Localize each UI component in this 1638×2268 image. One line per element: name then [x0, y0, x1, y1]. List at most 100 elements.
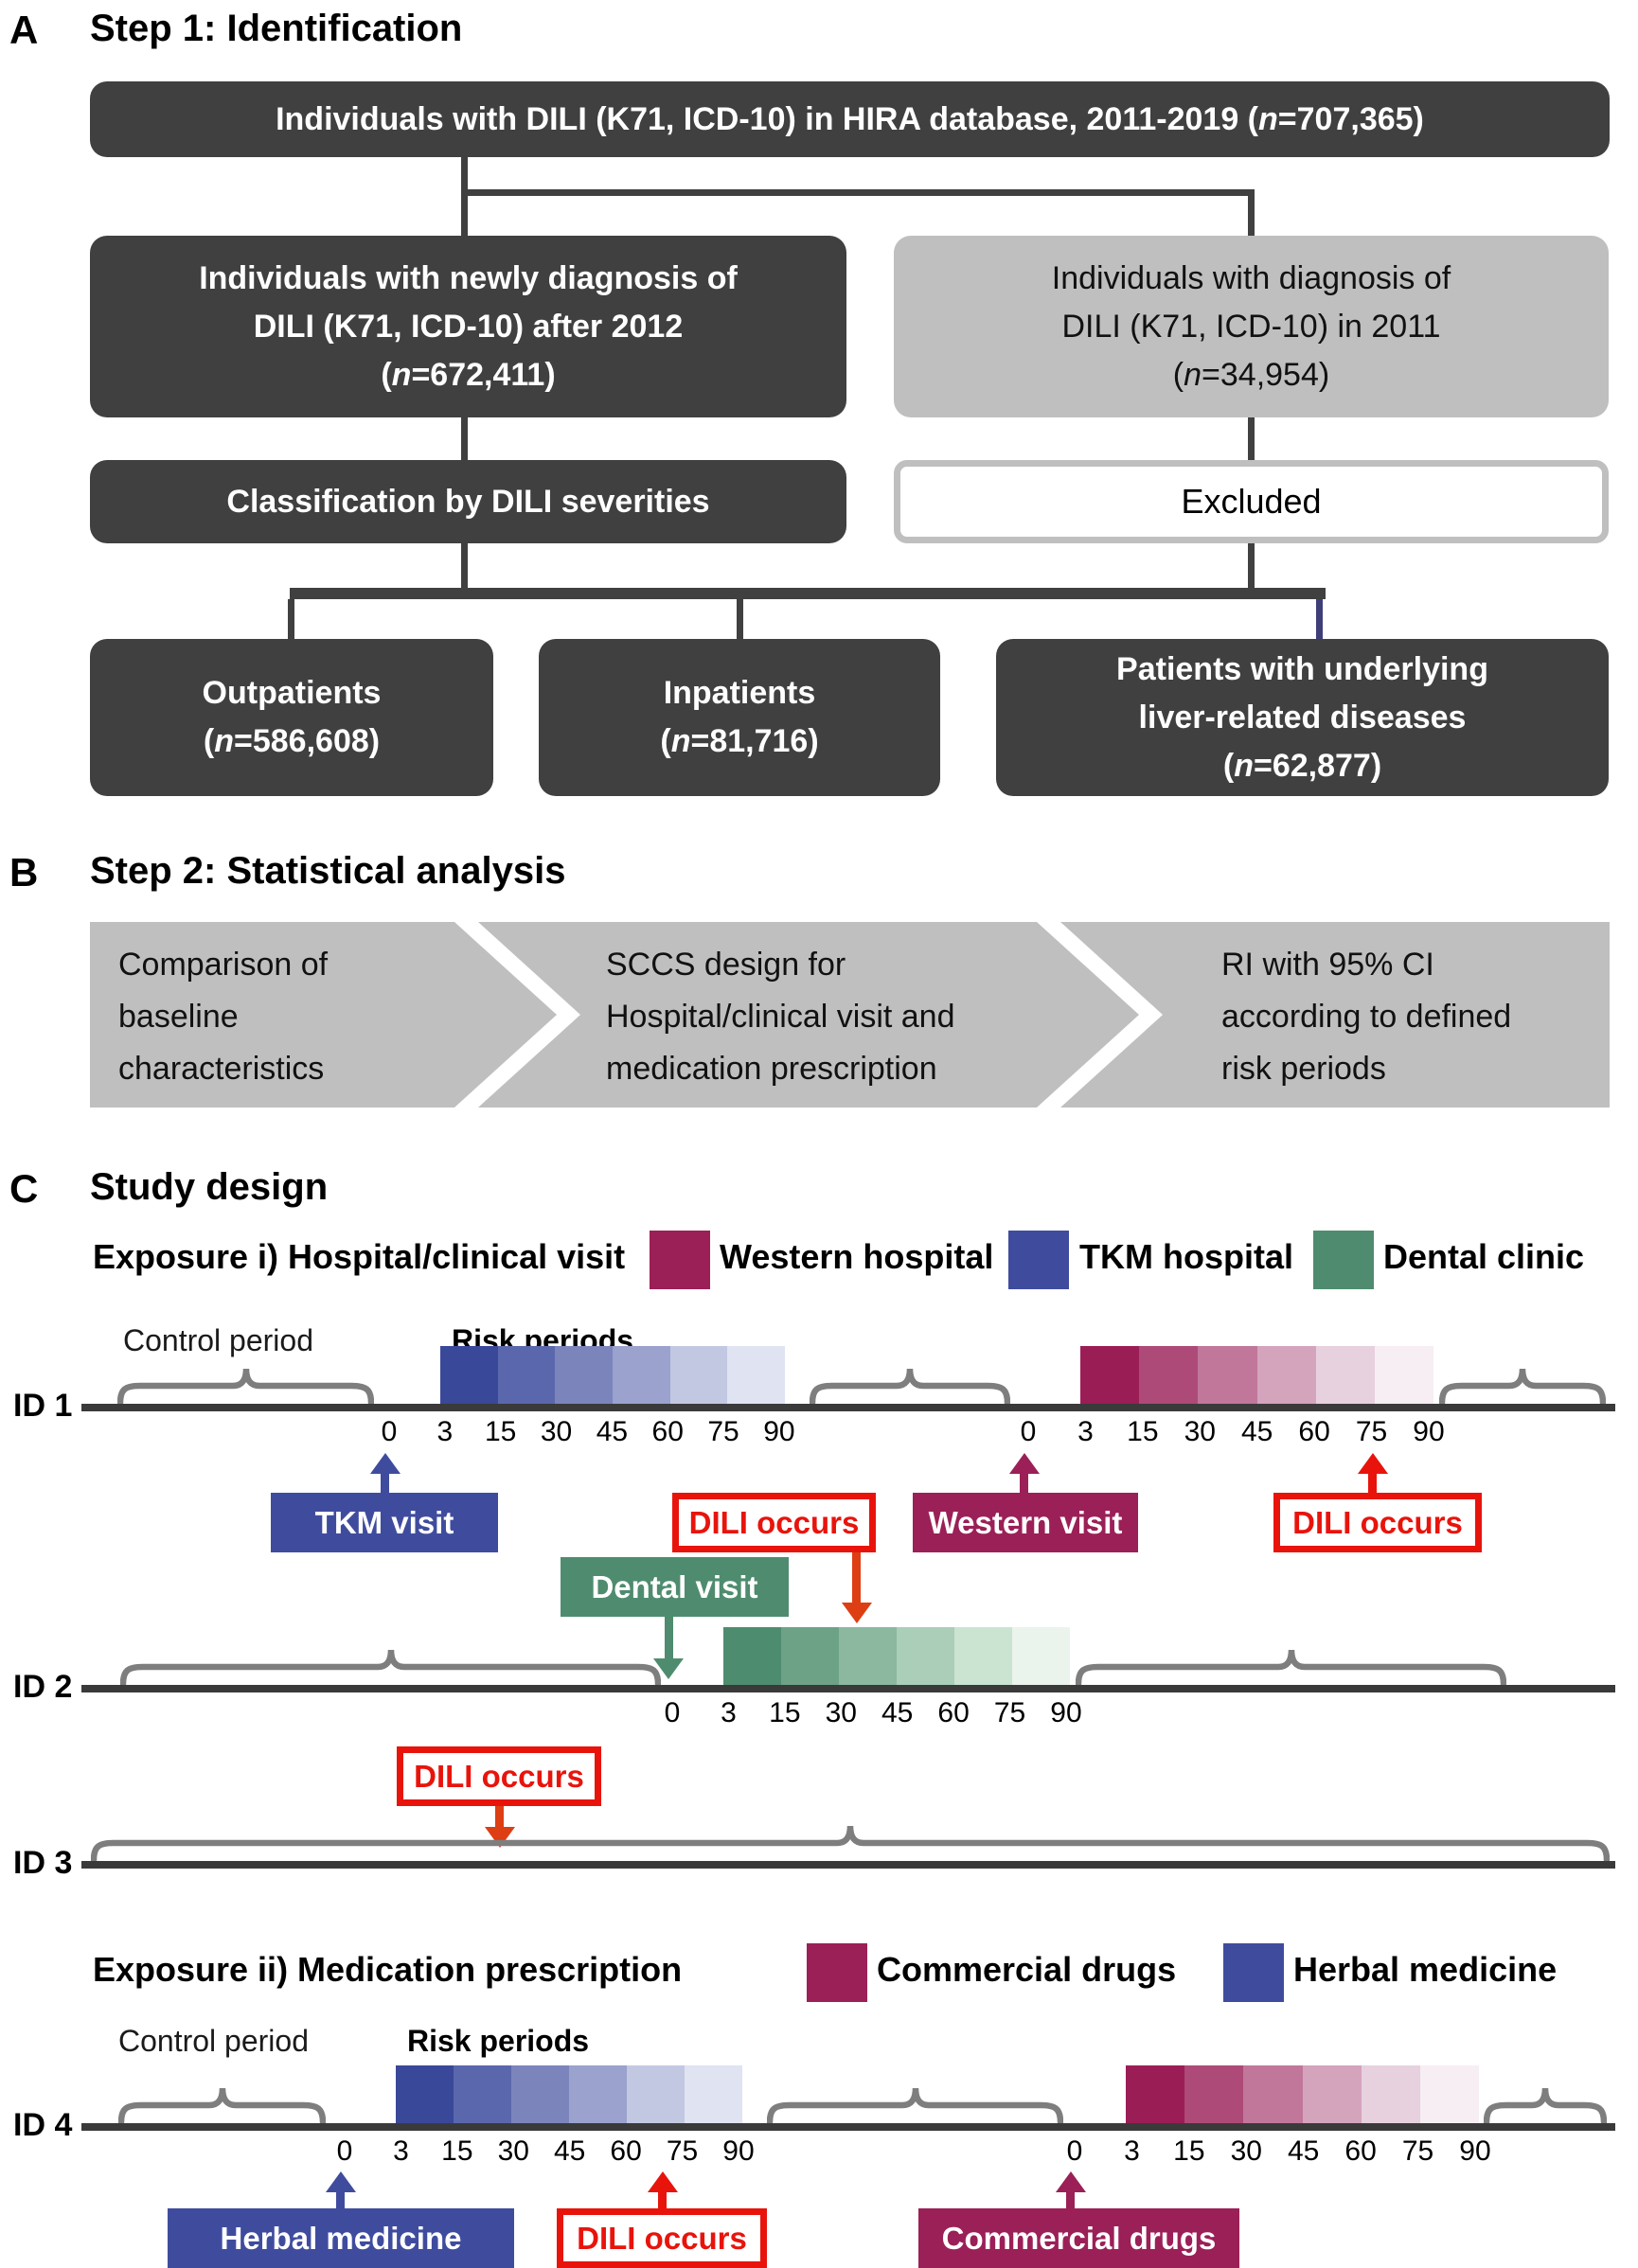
dental-visit-arrow-stem: [665, 1617, 673, 1658]
risk-segment: [1184, 2065, 1244, 2123]
tkm-visit-box: TKM visit: [271, 1493, 498, 1552]
legend-label-commercial: Commercial drugs: [877, 1950, 1177, 1989]
legend-swatch-commercial: [807, 1943, 867, 2002]
risk-segment: [396, 2065, 454, 2123]
tick-label: 30: [1230, 2135, 1262, 2167]
dili-down-arrow-stem: [852, 1552, 861, 1603]
tick-label: 45: [596, 1416, 629, 1447]
tick-label: 90: [722, 2135, 755, 2167]
panel-b-title: Step 2: Statistical analysis: [90, 850, 566, 892]
chevron-text-line: according to defined: [1221, 999, 1512, 1036]
control-period-brace: [810, 1368, 1010, 1406]
id3-label: ID 3: [13, 1845, 73, 1881]
newly-diagnosis-line: (n=672,411): [381, 356, 556, 393]
legend-swatch-herbal: [1223, 1943, 1284, 2002]
commercial-arrow-stem: [1066, 2189, 1075, 2209]
risk-segment: [723, 1627, 781, 1685]
tick-label: 3: [1077, 1416, 1094, 1447]
exposure-i-label: Exposure i) Hospital/clinical visit: [93, 1237, 626, 1276]
tick-label: 90: [763, 1416, 795, 1447]
tick-label: 15: [1173, 2135, 1205, 2167]
risk-bar-dental: [723, 1627, 1070, 1685]
tick-label: 0: [664, 1697, 681, 1728]
herbal-arrow-stem: [336, 2189, 345, 2209]
tick-label: 75: [666, 2135, 699, 2167]
control-period-label: Control period: [123, 1323, 313, 1357]
outpatients-line: Outpatients: [202, 675, 382, 711]
herbal-arrow-icon: [326, 2171, 356, 2192]
chevron-text-line: baseline: [118, 999, 239, 1036]
id4-label: ID 4: [13, 2107, 73, 2143]
newly-diagnosis-line: DILI (K71, ICD-10) after 2012: [253, 308, 684, 345]
risk-segment: [627, 2065, 685, 2123]
risk-segment: [897, 1627, 954, 1685]
dili-up-arrow-stem: [658, 2189, 667, 2209]
dili-occurs-box-1: DILI occurs: [672, 1493, 876, 1552]
risk-segment: [1012, 1627, 1070, 1685]
chevron-text-line: characteristics: [118, 1051, 325, 1088]
timeline-id1: [81, 1404, 1615, 1411]
risk-segment: [1419, 2065, 1480, 2123]
excluded-text: Excluded: [1181, 482, 1322, 521]
dili-down-arrow-stem: [495, 1806, 504, 1827]
dili-occurs-text: DILI occurs: [1292, 1504, 1463, 1540]
tick-label: 0: [1020, 1416, 1037, 1447]
inpatients-line: Inpatients: [663, 675, 816, 711]
timeline-id2: [81, 1685, 1615, 1692]
chevron-shape-2: [478, 922, 1139, 1107]
control-period-brace: [1439, 1368, 1606, 1406]
dili-up-arrow-stem: [1368, 1471, 1377, 1494]
dili-up-arrow-icon: [648, 2171, 678, 2192]
tick-label: 90: [1413, 1416, 1445, 1447]
tick-label: 90: [1050, 1697, 1082, 1728]
tick-label: 75: [993, 1697, 1026, 1728]
risk-segment: [440, 1346, 498, 1404]
connector-line: [737, 599, 743, 639]
risk-segment: [569, 2065, 627, 2123]
legend-label-tkm: TKM hospital: [1079, 1237, 1293, 1276]
risk-segment: [1302, 2065, 1362, 2123]
connector-line: [461, 417, 468, 460]
tick-label: 0: [1066, 2135, 1083, 2167]
chevron-text-line: medication prescription: [606, 1051, 937, 1088]
dili-up-arrow-icon: [1358, 1453, 1388, 1474]
connector-bar: [290, 588, 1326, 599]
timeline-id4: [81, 2123, 1615, 2131]
risk-bar-tkm: [440, 1346, 786, 1404]
risk-segment: [685, 2065, 742, 2123]
legend-swatch-tkm: [1008, 1231, 1069, 1289]
risk-segment: [839, 1627, 897, 1685]
classification-box: Classification by DILI severities: [90, 460, 846, 543]
diagnosis-2011-line: (n=34,954): [1172, 356, 1330, 393]
chevron-band: [90, 922, 1610, 1107]
commercial-drugs-text: Commercial drugs: [941, 2220, 1217, 2256]
tick-label: 45: [881, 1697, 914, 1728]
tick-label: 75: [1355, 1416, 1388, 1447]
id1-label: ID 1: [13, 1388, 73, 1424]
legend-swatch-dental: [1313, 1231, 1374, 1289]
tick-label: 30: [1184, 1416, 1216, 1447]
chevron-text-2: SCCS design for Hospital/clinical visit …: [606, 939, 955, 1095]
connector-line: [1248, 417, 1255, 460]
commercial-drugs-box: Commercial drugs: [918, 2208, 1239, 2268]
risk-ticks-id2: 0 3 15 30 45 60 75 90: [651, 1697, 1087, 1729]
connector-line: [461, 189, 1255, 196]
tick-label: 90: [1459, 2135, 1491, 2167]
id2-label: ID 2: [13, 1669, 73, 1705]
connector-line: [461, 157, 468, 236]
tick-label: 45: [1241, 1416, 1273, 1447]
chevron-shape-1: [90, 922, 557, 1107]
control-period-label: Control period: [118, 2024, 309, 2058]
control-period-brace: [767, 2087, 1063, 2125]
panel-a-title: Step 1: Identification: [90, 8, 463, 49]
herbal-medicine-text: Herbal medicine: [220, 2220, 462, 2256]
liver-disease-line: liver-related diseases: [1138, 699, 1467, 735]
tick-label: 3: [721, 1697, 737, 1728]
tick-label: 45: [1288, 2135, 1320, 2167]
dili-occurs-text: DILI occurs: [688, 1504, 860, 1540]
herbal-medicine-box: Herbal medicine: [168, 2208, 514, 2268]
western-visit-box: Western visit: [913, 1493, 1138, 1552]
tick-label: 60: [1298, 1416, 1330, 1447]
legend-label-herbal: Herbal medicine: [1293, 1950, 1558, 1989]
